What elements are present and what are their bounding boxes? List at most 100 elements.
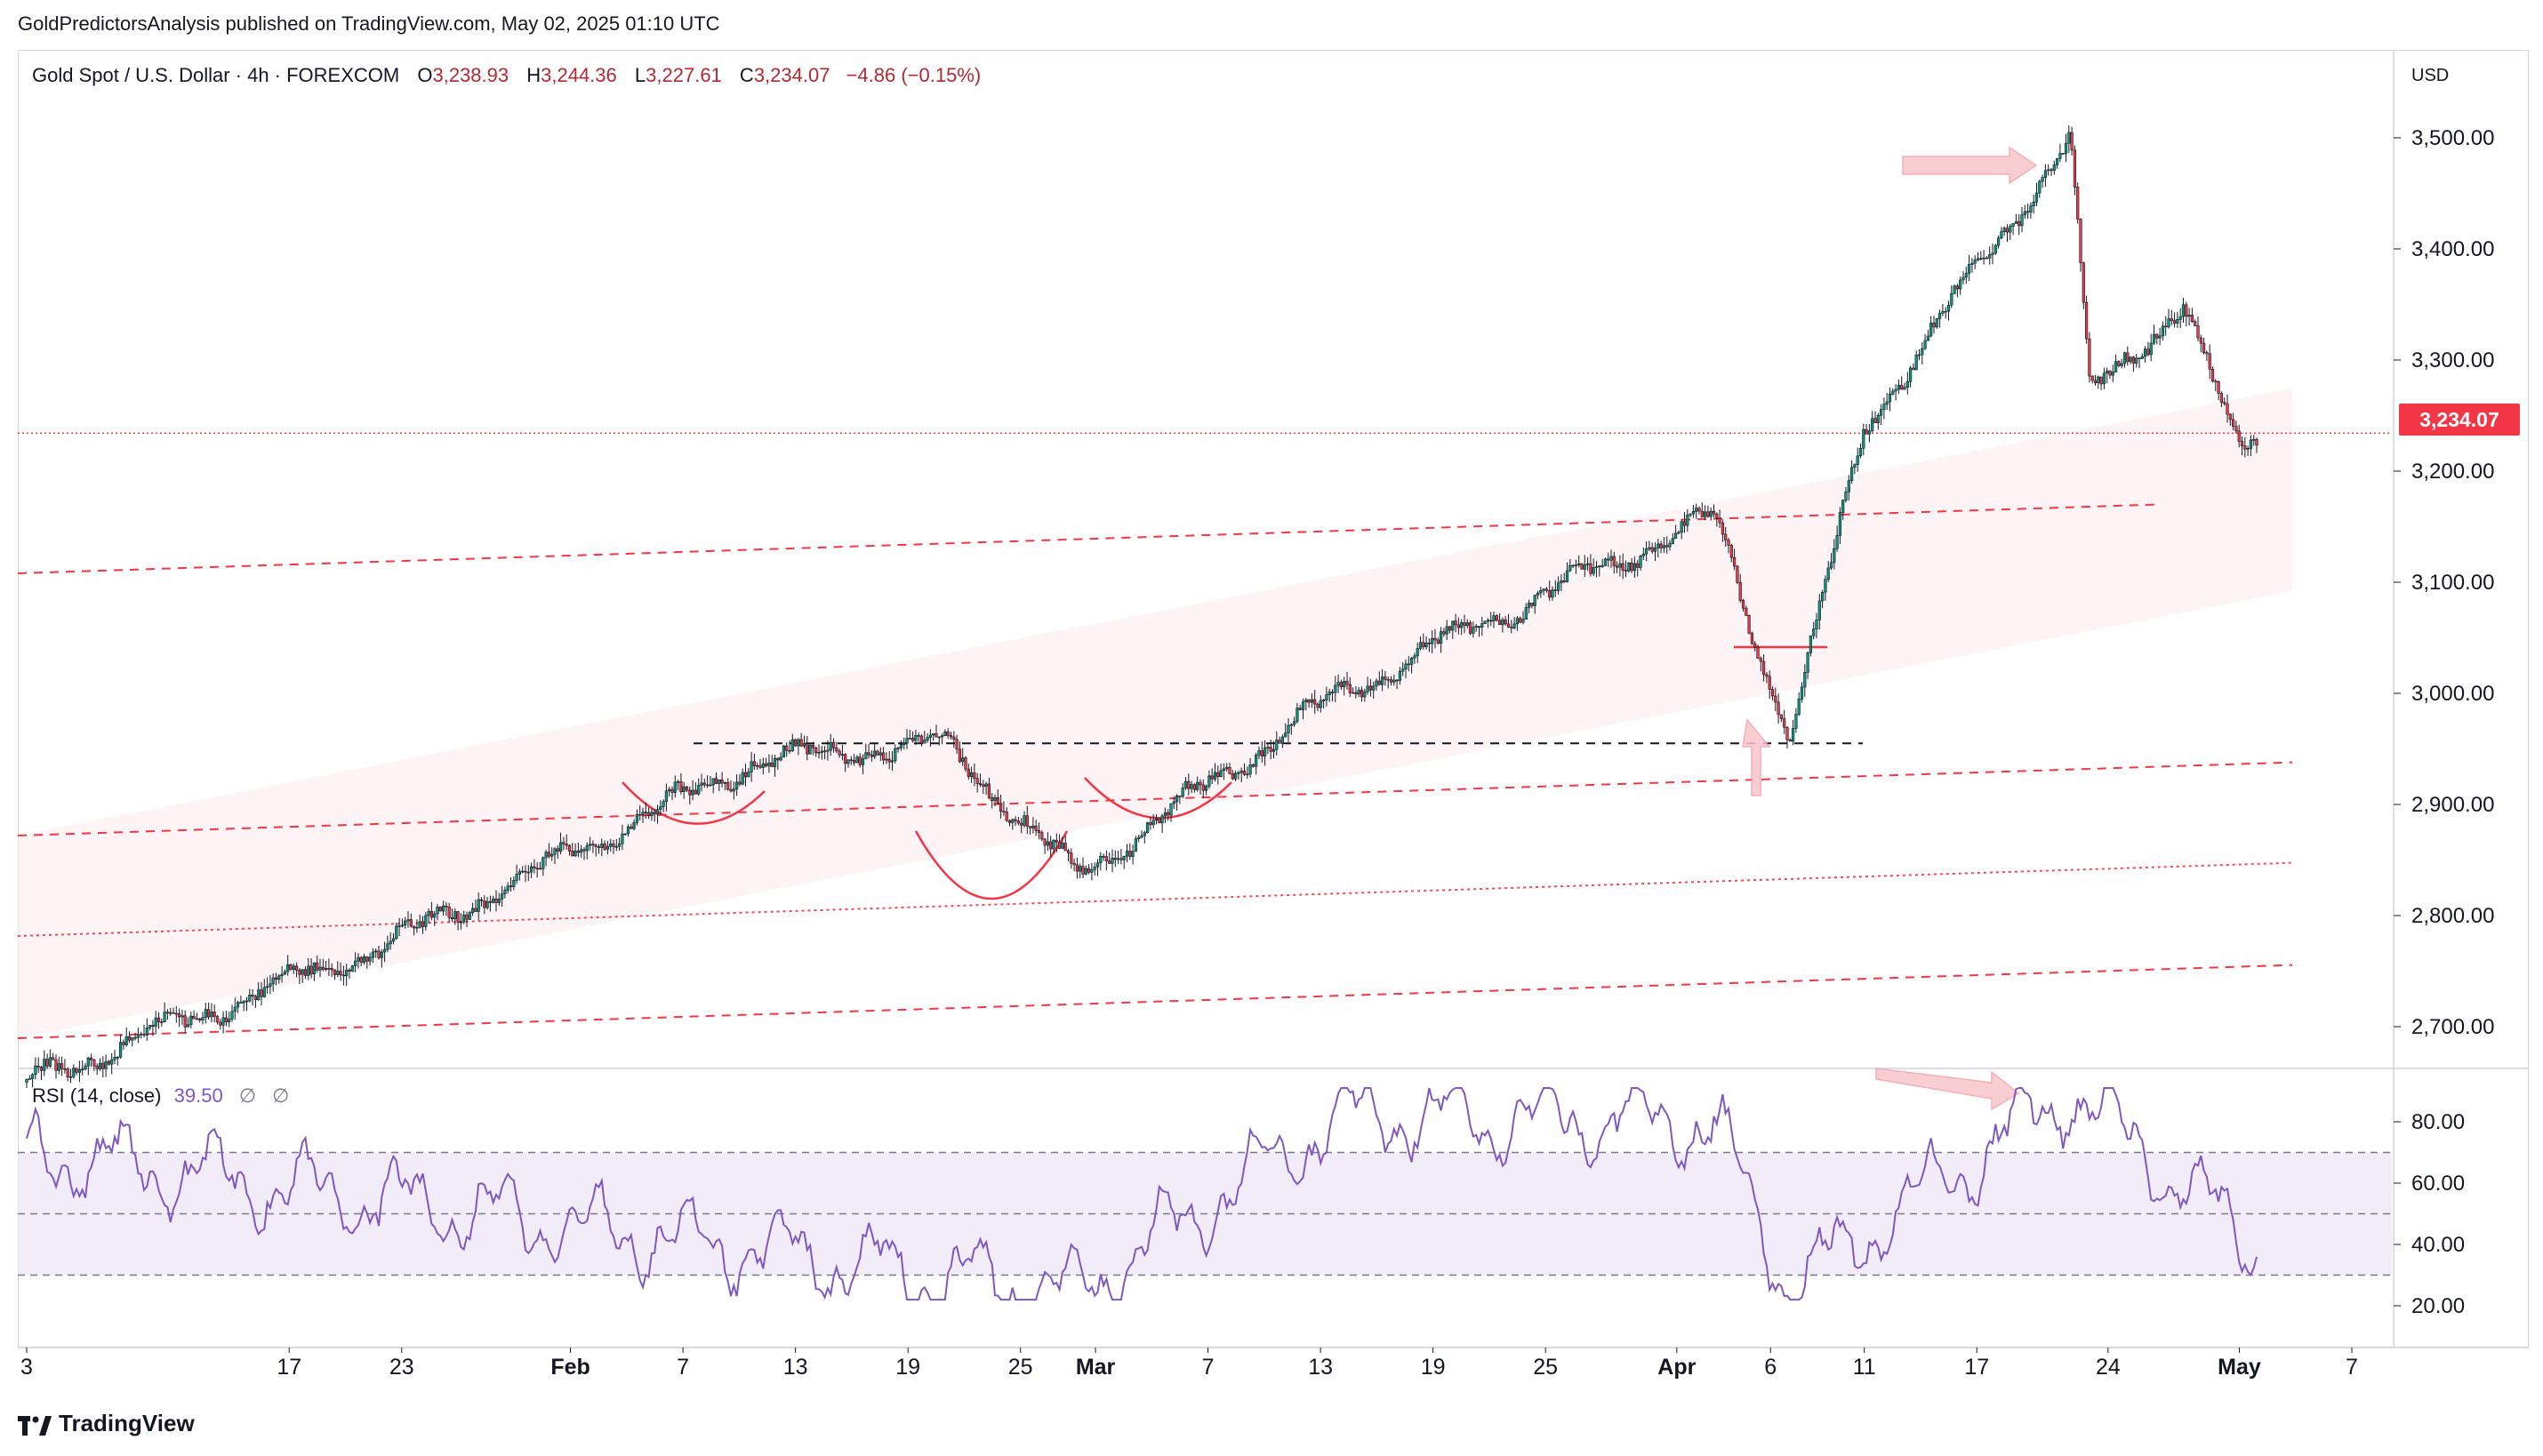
candle-body bbox=[72, 1068, 76, 1077]
candle bbox=[999, 794, 1003, 819]
candle-body bbox=[814, 747, 818, 754]
rsi-label[interactable]: RSI (14, close) bbox=[32, 1084, 162, 1107]
candle bbox=[1492, 611, 1496, 628]
candle bbox=[183, 1010, 187, 1034]
candle-body bbox=[1201, 784, 1205, 791]
candle-body bbox=[1049, 841, 1053, 850]
candle-body bbox=[1528, 603, 1531, 608]
candle-body bbox=[2187, 315, 2191, 317]
candle bbox=[54, 1054, 58, 1079]
candle bbox=[1762, 654, 1766, 682]
candle bbox=[1190, 780, 1193, 794]
candle-body bbox=[2219, 393, 2224, 403]
candle-body bbox=[386, 943, 389, 950]
candle-body bbox=[160, 1021, 164, 1023]
candle-body bbox=[1143, 832, 1146, 836]
candle-body bbox=[1472, 627, 1475, 634]
candle-body bbox=[614, 845, 618, 848]
candle bbox=[470, 902, 475, 916]
candle bbox=[1246, 766, 1249, 779]
candle bbox=[1941, 304, 1945, 316]
candle bbox=[2082, 261, 2085, 309]
candle-body bbox=[2014, 221, 2018, 224]
candle bbox=[1090, 862, 1094, 881]
candle bbox=[462, 910, 466, 924]
candle bbox=[738, 774, 742, 787]
candle bbox=[186, 1017, 190, 1028]
candle bbox=[1680, 519, 1683, 540]
candle-body bbox=[973, 772, 976, 780]
candle bbox=[156, 1012, 161, 1029]
candle bbox=[1058, 834, 1062, 850]
candle-body bbox=[829, 741, 832, 751]
candle bbox=[700, 773, 703, 792]
candle-body bbox=[790, 739, 794, 751]
candle bbox=[1665, 536, 1669, 554]
candle bbox=[1263, 740, 1267, 766]
candle bbox=[1055, 833, 1058, 852]
candle-body bbox=[95, 1065, 99, 1069]
candle-body bbox=[1111, 858, 1114, 864]
candle bbox=[905, 729, 909, 749]
candle bbox=[2014, 213, 2018, 224]
candle-body bbox=[92, 1059, 96, 1067]
candle-body bbox=[935, 733, 938, 738]
candle bbox=[253, 995, 258, 1008]
high-value: 3,244.36 bbox=[541, 64, 617, 86]
candle-body bbox=[2240, 441, 2244, 446]
candle-body bbox=[650, 812, 654, 817]
candle-body bbox=[2106, 371, 2109, 374]
candle-body bbox=[664, 790, 668, 803]
candle-body bbox=[45, 1059, 49, 1067]
candle-body bbox=[2178, 316, 2182, 320]
candle bbox=[382, 941, 387, 963]
candle-body bbox=[1231, 773, 1234, 780]
candle-body bbox=[2234, 426, 2238, 432]
tradingview-logo[interactable]: TradingView bbox=[18, 1410, 195, 1437]
candle bbox=[1568, 559, 1572, 572]
candle bbox=[224, 1011, 229, 1027]
candle bbox=[1465, 619, 1469, 628]
symbol-legend[interactable]: Gold Spot / U.S. Dollar · 4h · FOREXCOM … bbox=[32, 64, 981, 87]
candle bbox=[1709, 507, 1713, 521]
currency-label[interactable]: USD bbox=[2411, 66, 2450, 85]
candle bbox=[2085, 295, 2089, 344]
candle-body bbox=[802, 743, 806, 747]
candle-body bbox=[1474, 626, 1478, 628]
candle-body bbox=[1562, 580, 1566, 582]
candle bbox=[1729, 544, 1733, 563]
low-value: 3,227.61 bbox=[646, 64, 722, 86]
candle bbox=[2108, 370, 2112, 380]
candle bbox=[1113, 850, 1117, 868]
candle-body bbox=[441, 905, 445, 912]
candle bbox=[1750, 631, 1753, 645]
candle-body bbox=[849, 759, 853, 762]
candle-body bbox=[2129, 356, 2132, 363]
candle-body bbox=[676, 780, 680, 783]
candle-body bbox=[1140, 835, 1143, 838]
candle-body bbox=[1328, 692, 1331, 695]
candle-body bbox=[1336, 682, 1340, 686]
candle-body bbox=[1826, 567, 1830, 580]
candle-body bbox=[961, 757, 965, 763]
candle bbox=[2041, 174, 2044, 188]
candle-body bbox=[1873, 418, 1877, 423]
rsi-value: 39.50 bbox=[173, 1084, 223, 1107]
candle-body bbox=[982, 784, 985, 787]
candle bbox=[1574, 559, 1577, 574]
candle-body bbox=[1014, 819, 1017, 821]
candle bbox=[1119, 849, 1123, 865]
candle bbox=[1648, 540, 1651, 552]
candle bbox=[1636, 559, 1640, 577]
candle-body bbox=[389, 940, 392, 945]
candle-body bbox=[1389, 679, 1393, 683]
candle-body bbox=[1031, 825, 1035, 828]
candle bbox=[2076, 182, 2080, 224]
rsi-legend[interactable]: RSI (14, close) 39.50 ∅ ∅ bbox=[32, 1084, 289, 1108]
candle-body bbox=[2190, 315, 2194, 322]
symbol-name[interactable]: Gold Spot / U.S. Dollar · 4h · FOREXCOM bbox=[32, 64, 400, 86]
candle bbox=[84, 1062, 87, 1071]
candle bbox=[978, 773, 983, 788]
candle-body bbox=[1392, 679, 1396, 683]
